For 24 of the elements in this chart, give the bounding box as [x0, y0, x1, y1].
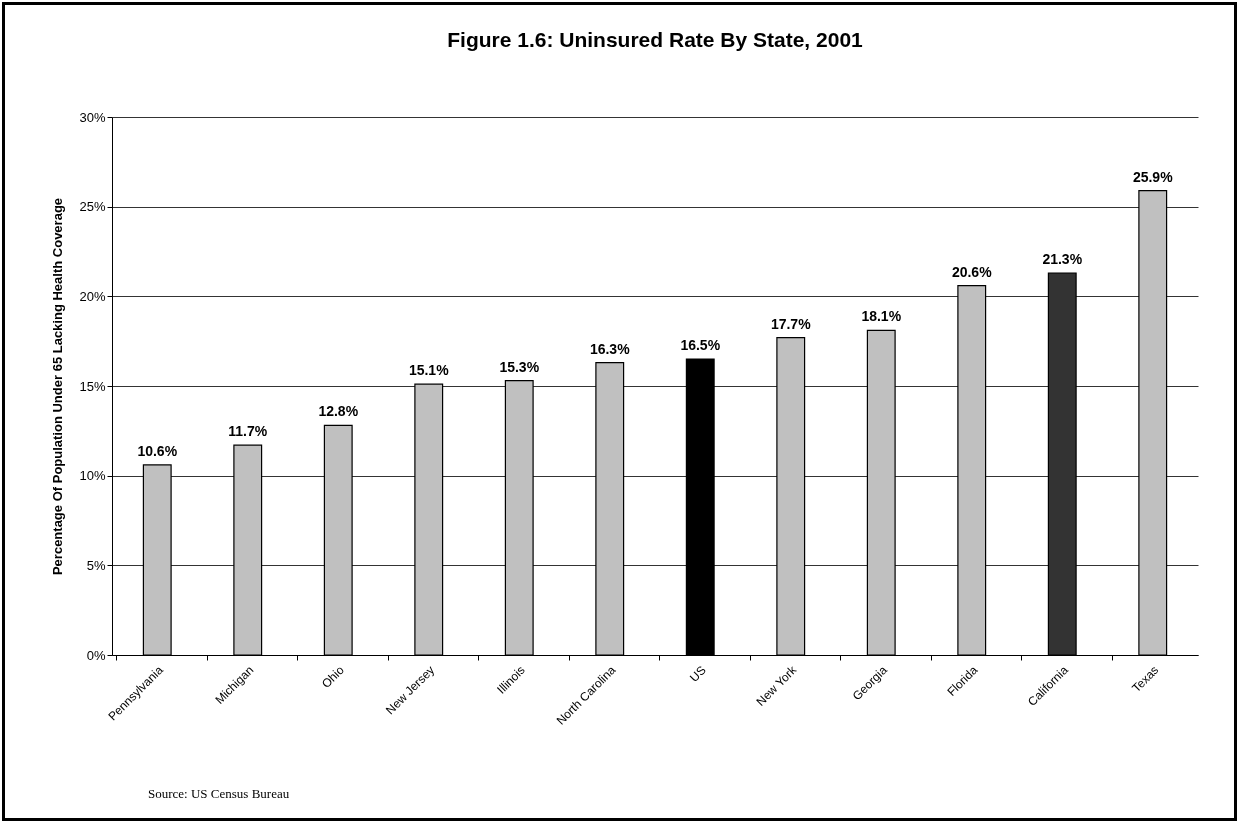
y-axis-title: Percentage Of Population Under 65 Lacking Health Coverage [50, 197, 66, 576]
source-note: Source: US Census Bureau [148, 786, 290, 802]
y-tick-label: 25% [79, 199, 106, 215]
x-tick-label: US [687, 663, 709, 685]
y-tick-label: 5% [86, 557, 106, 573]
data-label: 15.1% [408, 362, 450, 379]
x-tick-label: Ohio [318, 662, 347, 691]
data-label: 15.3% [499, 358, 540, 375]
data-label: 21.3% [1042, 251, 1083, 268]
y-tick-label: 10% [79, 468, 106, 484]
data-label: 25.9% [1132, 168, 1174, 185]
data-label: 16.5% [680, 337, 721, 354]
y-tick-label: 15% [79, 378, 106, 394]
data-label: 12.8% [318, 403, 359, 420]
y-tick-label: 20% [79, 288, 106, 304]
y-tick-label: 0% [86, 647, 106, 663]
data-label: 17.7% [770, 315, 812, 332]
data-label: 16.3% [589, 340, 631, 357]
chart-title: Figure 1.6: Uninsured Rate By State, 2001 [447, 28, 864, 51]
data-label: 11.7% [228, 423, 268, 440]
y-tick-label: 30% [79, 109, 106, 125]
data-label: 18.1% [861, 308, 902, 325]
data-label: 20.6% [951, 263, 993, 280]
data-label: 10.6% [137, 442, 178, 459]
